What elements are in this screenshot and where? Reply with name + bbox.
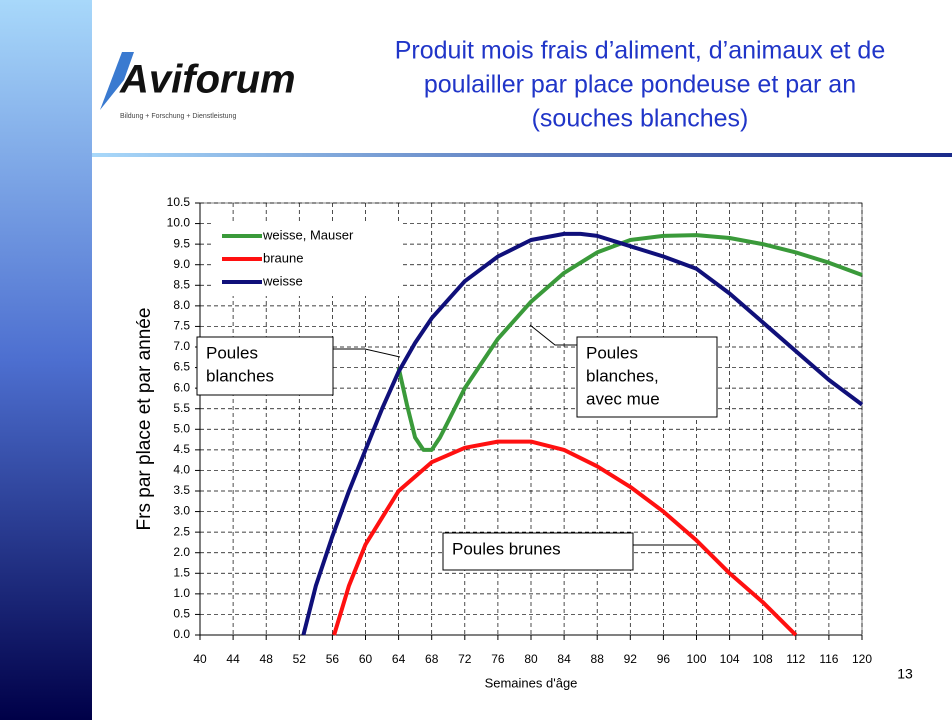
y-tick-label: 1.5 — [173, 565, 190, 579]
x-tick-label: 44 — [226, 652, 240, 666]
logo: Aviforum Bildung + Forschung + Dienstlei… — [100, 52, 296, 120]
series-line — [332, 439, 798, 637]
x-tick-label: 116 — [819, 652, 838, 666]
x-tick-label: 48 — [260, 652, 274, 666]
x-tick-label: 96 — [657, 652, 671, 666]
y-tick-label: 8.0 — [173, 298, 190, 312]
x-tick-label: 112 — [786, 652, 805, 666]
annotation-text: blanches — [206, 366, 274, 385]
y-tick-label: 7.5 — [173, 319, 190, 333]
x-tick-label: 84 — [557, 652, 571, 666]
annotation-leader — [529, 324, 577, 346]
y-tick-label: 2.5 — [173, 524, 190, 538]
annotation-box — [196, 336, 334, 396]
x-tick-label: 60 — [359, 652, 373, 666]
x-tick-label: 88 — [591, 652, 605, 666]
title-line: poulailler par place pondeuse et par an — [424, 71, 856, 99]
x-tick-label: 108 — [753, 652, 773, 666]
x-tick-label: 92 — [624, 652, 638, 666]
annotation-leader — [333, 348, 401, 358]
series-line — [396, 233, 863, 452]
annotation-text: Poules — [586, 343, 638, 362]
y-tick-label: 9.5 — [173, 236, 190, 250]
title-line: Produit mois frais d’aliment, d’animaux … — [395, 37, 886, 65]
y-tick-label: 10.0 — [167, 216, 191, 230]
y-tick-label: 8.5 — [173, 277, 190, 291]
x-tick-label: 40 — [193, 652, 207, 666]
x-tick-label: 76 — [491, 652, 505, 666]
y-tick-label: 1.0 — [173, 586, 190, 600]
x-tick-label: 64 — [392, 652, 406, 666]
y-tick-label: 5.0 — [173, 421, 190, 435]
y-tick-label: 7.0 — [173, 339, 190, 353]
x-tick-label: 100 — [686, 652, 706, 666]
y-tick-label: 0.5 — [173, 607, 190, 621]
y-tick-label: 3.5 — [173, 483, 190, 497]
logo-mark — [100, 52, 134, 110]
annotation-box — [576, 336, 718, 418]
legend-label: braune — [263, 250, 303, 265]
x-tick-label: 120 — [852, 652, 872, 666]
slide-title: Produit mois frais d’aliment, d’animaux … — [395, 37, 886, 133]
y-tick-label: 9.0 — [173, 257, 190, 271]
x-tick-label: 104 — [720, 652, 740, 666]
header-rule — [92, 153, 952, 157]
logo-tagline: Bildung + Forschung + Dienstleistung — [120, 113, 236, 120]
y-tick-label: 0.0 — [173, 627, 190, 641]
x-tick-label: 80 — [524, 652, 538, 666]
x-tick-label: 56 — [326, 652, 340, 666]
legend-label: weisse, Mauser — [262, 227, 354, 242]
y-tick-label: 4.5 — [173, 442, 190, 456]
annotation-text: Poules brunes — [452, 539, 561, 558]
title-line: (souches blanches) — [532, 105, 749, 133]
y-tick-label: 5.5 — [173, 401, 190, 415]
logo-name: Aviforum — [119, 58, 296, 102]
series-line — [301, 231, 864, 636]
annotation-box — [442, 532, 634, 571]
side-bar — [0, 0, 92, 720]
y-tick-label: 6.0 — [173, 380, 190, 394]
y-tick-label: 4.0 — [173, 463, 190, 477]
x-tick-label: 72 — [458, 652, 472, 666]
annotation-text: Poules — [206, 343, 258, 362]
y-tick-label: 10.5 — [167, 195, 191, 209]
x-tick-label: 52 — [293, 652, 307, 666]
y-tick-label: 2.0 — [173, 545, 190, 559]
y-axis-label: Frs par place et par année — [134, 308, 155, 531]
legend-label: weisse — [262, 273, 303, 288]
y-tick-label: 6.5 — [173, 360, 190, 374]
y-tick-label: 3.0 — [173, 504, 190, 518]
x-tick-label: 68 — [425, 652, 439, 666]
annotation-text: blanches, — [586, 366, 659, 385]
page-number: 13 — [897, 666, 913, 682]
x-axis-label: Semaines d'âge — [485, 675, 578, 690]
annotation-text: avec mue — [586, 389, 660, 408]
